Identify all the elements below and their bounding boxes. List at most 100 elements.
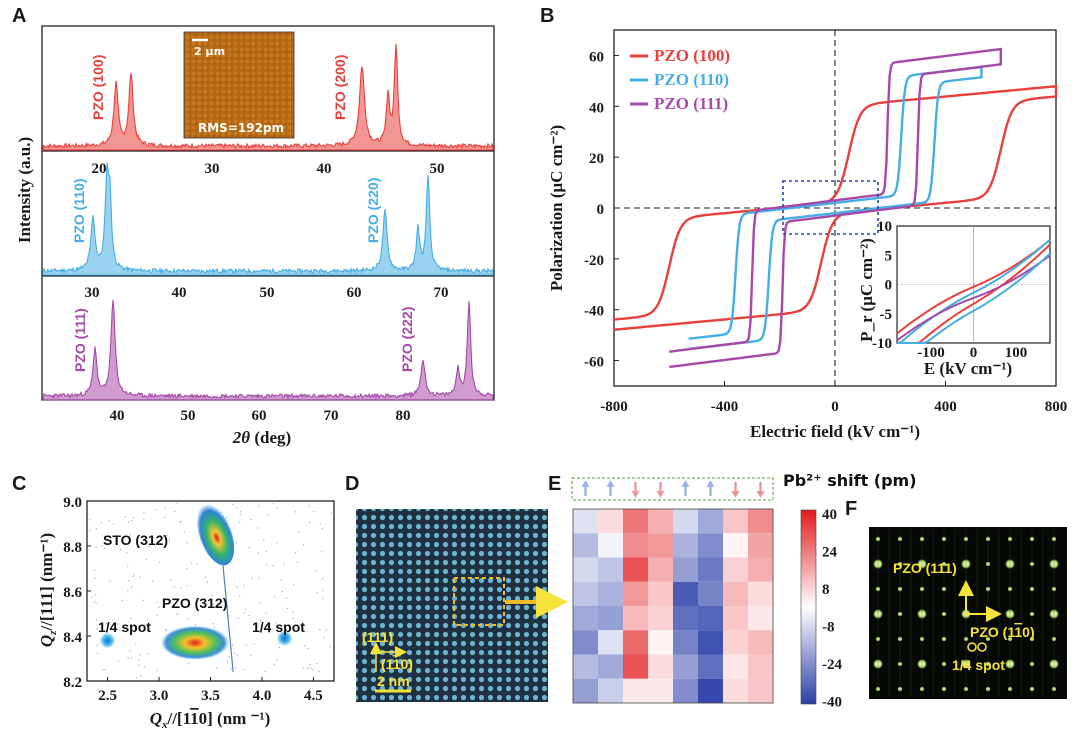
heatmap-cell [698,581,723,607]
rsm-ytick-label: 9.0 [63,495,82,511]
rsm-noise [191,562,193,565]
inset-curve-2 [897,243,1051,344]
rsm-noise [108,520,110,522]
rsm-noise [103,547,105,550]
heatmap-cell [573,678,598,704]
afm-rms: RMS=192pm [198,121,284,135]
heatmap-cell [648,509,673,534]
rsm-noise [303,623,305,625]
heatmap-cell [573,581,598,607]
rsm-noise [215,667,217,669]
heatmap-cell [598,533,623,558]
pe-xtick-label: 800 [1045,399,1068,415]
rsm-noise [248,614,250,617]
rsm-spot [197,504,235,566]
heatmap-cell [673,654,698,679]
rsm-noise [176,614,178,616]
polarization-arrowhead [706,480,715,487]
panel-label-d: D [345,473,359,495]
rsm-noise [276,542,278,544]
rsm-noise [96,644,98,646]
rsm-noise [266,514,268,516]
rsm-noise [306,668,309,670]
heatmap-cell [748,509,773,534]
heatmap-cell [698,606,723,631]
rsm-noise [278,647,281,649]
dir-label-111: (111) [362,629,393,645]
rsm-noise [140,674,142,677]
rsm-noise [331,512,333,514]
heatmap-cell [673,606,698,631]
rsm-noise [187,618,189,620]
rsm-noise [310,667,312,669]
heatmap-cell [673,581,698,607]
heatmap-cell [598,606,623,631]
rsm-noise [109,580,111,582]
rsm-noise [96,619,98,621]
rsm-noise [322,578,324,580]
rsm-noise [312,669,314,671]
rsm-noise [156,601,158,603]
fft-quarter-spot-circle [977,642,987,652]
pe-ytick-label: 0 [597,202,605,218]
peak-label-100: PZO (100) [90,55,106,120]
heatmap-cell [748,533,773,558]
rsm-ytick-label: 8.4 [63,630,82,646]
rsm-xtick-label: 4.0 [253,688,272,704]
panel-label-e: E [548,473,561,495]
rsm-noise [166,534,168,536]
rsm-noise [129,534,131,536]
rsm-noise [117,623,119,625]
heatmap-cell [623,557,648,582]
heatmap-cell [573,557,598,582]
heatmap-cell [623,654,648,679]
peak-label-110: PZO (110) [71,178,87,243]
pe-loops [613,47,1058,369]
rsm-noise [95,594,97,596]
polarization-arrowhead [606,480,615,487]
afm-scalebar-label: 2 μm [194,45,225,58]
rsm-noise [135,642,137,644]
rsm-noise [132,575,134,577]
panel-a-ylabel: Intensity (a.u.) [15,137,34,243]
rsm-noise [234,667,236,669]
rsm-noise [227,660,229,663]
heatmap-cell [723,509,748,534]
rsm-noise [212,603,215,605]
heatmap-cell [648,533,673,558]
rsm-noise [128,580,130,582]
peak-label-111: PZO (111) [72,308,88,372]
colorbar [800,509,817,705]
rsm-noise [139,654,141,656]
rsm-noise [258,577,260,579]
heatmap-cell [673,557,698,582]
polarization-arrowhead [656,491,665,498]
rsm-xtick-label: 2.5 [98,688,117,704]
fft-dots [873,530,1059,697]
polarization-arrowhead [756,491,765,498]
inset-curve-3 [896,254,1051,342]
rsm-noise [143,518,145,520]
rsm-noise [147,653,150,655]
inset-xtick-label: 100 [1005,345,1028,361]
rsm-noise [302,544,305,546]
rsm-noise [102,669,104,671]
rsm-noise [309,663,311,666]
heatmap-cell [723,533,748,558]
fft-quarter-spot-circle [967,642,977,652]
rsm-noise [183,531,185,533]
heatmap-cell [648,630,673,655]
rsm-noise [292,612,294,614]
heatmap-cell [648,678,673,704]
rsm-noise [89,519,91,521]
rsm-noise [272,502,275,504]
rsm-noise [164,516,166,519]
heatmap-cell [673,509,698,534]
rsm-noise [131,519,133,522]
rsm-spot [161,625,230,660]
heatmap-cell [648,606,673,631]
pe-xtick-label: -800 [600,399,628,415]
rsm-noise [132,516,135,519]
rsm-noise [315,570,317,572]
